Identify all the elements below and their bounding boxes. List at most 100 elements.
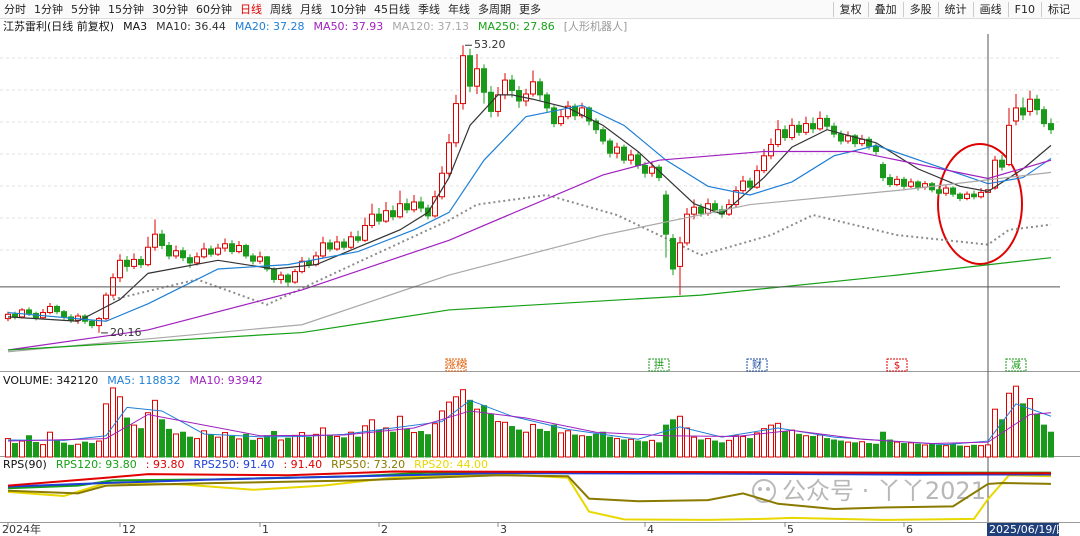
volume-bar (1041, 424, 1047, 458)
volume-bar (915, 443, 921, 458)
candle-body (1041, 109, 1047, 125)
volume-bar (936, 444, 942, 458)
volume-bar (593, 433, 599, 458)
volume-bar (607, 436, 613, 458)
volume-bar (334, 435, 340, 458)
tool-button[interactable]: 画线 (972, 1, 1008, 17)
candle-body (285, 274, 291, 283)
volume-bar (418, 431, 424, 458)
tool-button[interactable]: 叠加 (867, 1, 903, 17)
extreme-label: 53.20 (474, 38, 506, 51)
candle-body (411, 201, 417, 211)
period-tab[interactable]: 60分钟 (196, 2, 232, 16)
candle-body (803, 123, 809, 133)
period-tab[interactable]: 月线 (300, 2, 322, 16)
candle-body (453, 103, 459, 144)
candle-body (635, 154, 641, 166)
volume-bar (747, 438, 753, 458)
volume-bar (495, 421, 501, 458)
event-marker (886, 358, 908, 372)
period-tab[interactable]: 5分钟 (71, 2, 100, 16)
period-tab[interactable]: 季线 (418, 2, 440, 16)
tool-button[interactable]: F10 (1007, 1, 1041, 17)
volume-bar (257, 438, 263, 458)
candle-body (992, 159, 998, 189)
candle-body (733, 190, 739, 206)
volume-bar (215, 436, 221, 458)
volume-bar (628, 438, 634, 458)
candle-body (257, 256, 263, 262)
tool-button[interactable]: 统计 (937, 1, 973, 17)
tool-button[interactable]: 标记 (1041, 1, 1076, 17)
rps-line (7, 472, 1051, 488)
candle-body (1048, 123, 1054, 131)
event-marker (445, 358, 467, 372)
candle-body (943, 187, 949, 194)
candle-body (327, 242, 333, 250)
volume-bar (299, 432, 305, 458)
candle-body (509, 79, 515, 92)
volume-bar (698, 439, 704, 458)
candle-body (908, 181, 914, 187)
candle-body (747, 180, 753, 188)
candle-body (334, 241, 340, 250)
period-tab[interactable]: 分时 (4, 2, 26, 16)
candle-body (138, 258, 144, 266)
volume-bar (229, 435, 235, 458)
volume-bar (887, 439, 893, 458)
period-tab[interactable]: 1分钟 (34, 2, 63, 16)
candle-body (712, 203, 718, 211)
period-tab[interactable]: 周线 (270, 2, 292, 16)
candle-body (117, 259, 123, 279)
event-marker (746, 358, 768, 372)
period-tab[interactable]: 日线 (240, 2, 262, 16)
volume-bar (439, 410, 445, 458)
candle-body (887, 177, 893, 186)
volume-bar (943, 445, 949, 458)
volume-bar (845, 441, 851, 458)
volume-bar (180, 431, 186, 458)
volume-bar (173, 433, 179, 458)
volume-bar (187, 436, 193, 458)
candle-body (796, 124, 802, 133)
candle-body (145, 246, 151, 266)
volume-bar (341, 437, 347, 458)
candle-body (502, 79, 508, 96)
candle-body (845, 135, 851, 142)
tool-button[interactable]: 多股 (902, 1, 938, 17)
volume-bar (26, 435, 32, 458)
tool-button[interactable]: 复权 (832, 1, 868, 17)
volume-title: VOLUME: 342120 (3, 374, 99, 387)
volume-bar (824, 438, 830, 458)
volume-bar (110, 387, 116, 458)
period-tab[interactable]: 多周期 (478, 2, 511, 16)
period-tab[interactable]: 45日线 (374, 2, 410, 16)
candle-body (964, 193, 970, 199)
candle-body (481, 68, 487, 93)
volume-bar (271, 431, 277, 458)
date-label: 3 (500, 523, 507, 536)
volume-bar (516, 429, 522, 458)
period-tab[interactable]: 30分钟 (152, 2, 188, 16)
period-tab[interactable]: 年线 (448, 2, 470, 16)
candle-body (264, 256, 270, 270)
volume-bar (852, 442, 858, 458)
event-marker (1005, 358, 1027, 372)
candle-body (376, 213, 382, 222)
candle-body (810, 123, 816, 130)
period-tab[interactable]: 更多 (519, 2, 541, 16)
date-label: 2025/06/19/四 (989, 523, 1067, 536)
candle-body (537, 81, 543, 96)
volume-bar (789, 429, 795, 458)
period-tab[interactable]: 10分钟 (330, 2, 366, 16)
period-tab[interactable]: 15分钟 (108, 2, 144, 16)
candle-body (236, 244, 242, 253)
volume-bar (201, 430, 207, 458)
volume-bar (831, 439, 837, 458)
volume-bar (453, 396, 459, 458)
volume-bar (117, 396, 123, 458)
event-label: 减 (1011, 360, 1021, 372)
chart-title: 江苏雷利(日线 前复权) (3, 20, 115, 33)
volume-bar (159, 419, 165, 458)
candle-body (341, 241, 347, 248)
